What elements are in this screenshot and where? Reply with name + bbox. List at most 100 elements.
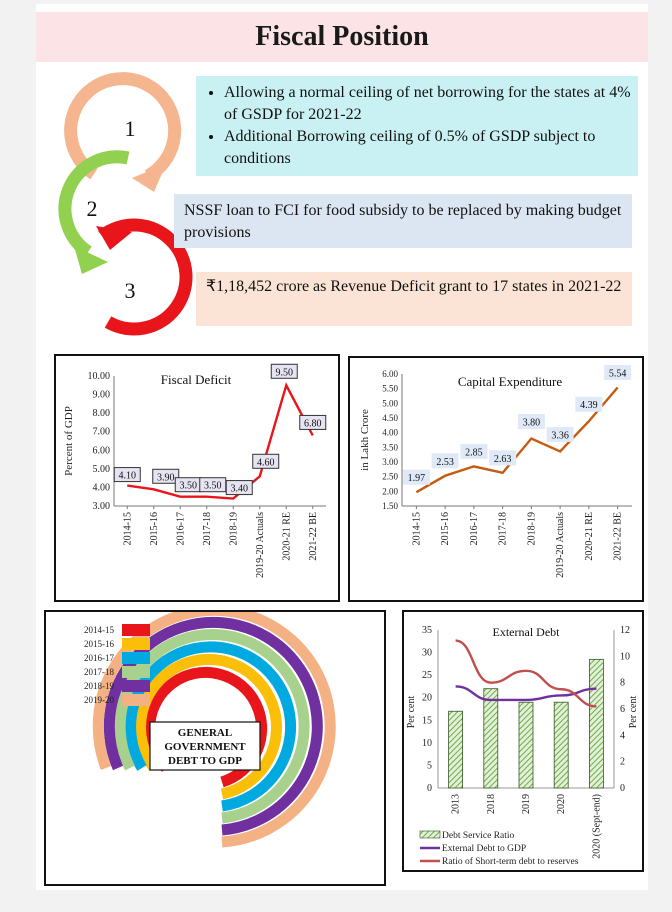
y-tick-left: 15 bbox=[422, 715, 432, 726]
y-tick-right: 4 bbox=[620, 730, 625, 741]
x-tick-label: 2020-21 RE bbox=[584, 512, 595, 561]
data-label: 3.50 bbox=[204, 481, 222, 492]
y-tick-label: 5.50 bbox=[382, 384, 398, 394]
step-2-box: NSSF loan to FCI for food subsidy to be … bbox=[174, 194, 632, 248]
external-debt-panel: 0 5 10 15 20 25 30 35 0 2 4 6 8 10 12 Per cent Per cent E… bbox=[402, 610, 644, 872]
step-number-2: 2 bbox=[87, 196, 98, 221]
chart-title: Capital Expenditure bbox=[458, 374, 563, 389]
legend-label: Debt Service Ratio bbox=[442, 831, 515, 841]
data-label-box bbox=[575, 396, 603, 412]
y-tick-label: 4.00 bbox=[93, 482, 111, 493]
step-1-bullet-1: Allowing a normal ceiling of net borrowi… bbox=[224, 82, 638, 126]
step-1-bullet-2: Additional Borrowing ceiling of 0.5% of … bbox=[224, 126, 638, 170]
y-tick-left: 30 bbox=[422, 648, 432, 659]
debt-ring-2019-20 bbox=[92, 604, 336, 848]
center-label-line: GOVERNMENT bbox=[164, 741, 246, 753]
legend-swatch bbox=[122, 652, 150, 664]
bar-debt-service-ratio bbox=[518, 701, 534, 789]
data-label-box bbox=[431, 453, 459, 469]
y-tick-left: 10 bbox=[422, 738, 432, 749]
data-label-box bbox=[489, 450, 517, 466]
x-tick-label: 2018 bbox=[486, 794, 497, 814]
fiscal-deficit-panel: 3.00 4.00 5.00 6.00 7.00 8.00 9.00 10.00 2014-15… bbox=[54, 354, 340, 602]
bar-debt-service-ratio bbox=[588, 658, 604, 789]
y-axis-label: in Lakh Crore bbox=[359, 409, 371, 471]
data-label-box bbox=[604, 364, 632, 380]
x-tick-label: 2019-20 Actuals bbox=[255, 512, 266, 578]
y-tick-label: 4.50 bbox=[382, 413, 398, 423]
data-label-box bbox=[402, 469, 430, 485]
data-label-box bbox=[460, 443, 488, 459]
legend-label: 2019-20 bbox=[84, 695, 114, 705]
x-tick-label: 2019 bbox=[521, 794, 532, 814]
y-tick-label: 8.00 bbox=[93, 408, 111, 419]
legend-swatch bbox=[122, 624, 150, 636]
cycle-arrowhead-2 bbox=[74, 246, 108, 274]
cycle-arrowhead-3 bbox=[96, 226, 132, 250]
x-tick-label: 2013 bbox=[451, 794, 462, 814]
chart-title: External Debt bbox=[493, 625, 561, 639]
y-tick-right: 0 bbox=[620, 783, 625, 794]
data-label: 3.80 bbox=[523, 418, 541, 429]
cycle-arrow-1 bbox=[64, 72, 182, 182]
x-tick-label: 2016-17 bbox=[175, 512, 186, 545]
legend-swatch bbox=[122, 638, 150, 650]
legend-swatch bbox=[122, 666, 150, 678]
x-tick-label: 2015-16 bbox=[149, 512, 160, 545]
data-label: 2.53 bbox=[436, 457, 454, 468]
general-government-debt-chart: 2014-15 2015-16 2016-17 2017-18 2018-19 2019-… bbox=[84, 604, 336, 848]
legend-label: Ratio of Short-term debt to reserves bbox=[442, 856, 579, 867]
data-label: 4.39 bbox=[580, 400, 598, 411]
y-tick-label: 7.00 bbox=[93, 427, 111, 438]
step-number-3: 3 bbox=[125, 278, 136, 303]
chart-title: Fiscal Deficit bbox=[161, 372, 232, 387]
bar-debt-service-ratio bbox=[483, 688, 499, 789]
x-tick-label: 2016-17 bbox=[469, 512, 480, 545]
data-label-box bbox=[517, 414, 545, 430]
center-label-line: DEBT TO GDP bbox=[168, 755, 242, 767]
data-label-box bbox=[299, 414, 327, 430]
x-tick-label: 2017-18 bbox=[498, 512, 509, 545]
external-debt-chart: 0 5 10 15 20 25 30 35 0 2 4 6 8 10 12 Per cent Per cent E… bbox=[406, 625, 639, 867]
debt-ring-2016-17 bbox=[125, 641, 297, 812]
cycle-arrow-2 bbox=[58, 150, 130, 258]
data-label: 3.40 bbox=[231, 484, 249, 495]
x-tick-label: 2021-22 BE bbox=[308, 512, 319, 561]
y-tick-right: 2 bbox=[620, 757, 625, 768]
y-tick-right: 12 bbox=[620, 625, 630, 636]
x-tick-label: 2020 (Sept-end) bbox=[591, 794, 602, 859]
center-label-line: GENERAL bbox=[178, 727, 232, 739]
legend-label: External Debt to GDP bbox=[442, 844, 526, 854]
data-label: 2.85 bbox=[465, 447, 483, 458]
y-tick-label: 2.50 bbox=[382, 472, 398, 482]
bar-debt-service-ratio bbox=[553, 701, 569, 789]
y-tick-label: 6.00 bbox=[382, 369, 398, 379]
legend-label: 2017-18 bbox=[84, 667, 114, 677]
x-tick-label: 2019-20 Actuals bbox=[555, 512, 566, 578]
x-tick-label: 2015-16 bbox=[440, 512, 451, 545]
legend-label: 2014-15 bbox=[84, 625, 114, 635]
cycle-arrowhead-1 bbox=[132, 164, 166, 192]
data-label-box bbox=[270, 363, 298, 379]
data-label: 3.50 bbox=[180, 481, 198, 492]
y-tick-label: 10.00 bbox=[88, 371, 111, 382]
y-tick-left: 0 bbox=[427, 783, 432, 794]
step-2-text: NSSF loan to FCI for food subsidy to be … bbox=[184, 202, 622, 241]
debt-ring-2015-16 bbox=[135, 653, 282, 800]
y-tick-right: 10 bbox=[620, 651, 630, 662]
debt-ring-2018-19 bbox=[103, 616, 323, 836]
legend-label: 2016-17 bbox=[84, 653, 114, 663]
y-tick-label: 6.00 bbox=[93, 445, 111, 456]
data-label: 5.54 bbox=[609, 368, 627, 379]
data-label-box bbox=[252, 453, 280, 469]
data-label: 4.10 bbox=[119, 471, 137, 482]
data-label: 1.97 bbox=[408, 473, 426, 484]
y-tick-left: 20 bbox=[422, 693, 432, 704]
data-label-box bbox=[225, 480, 253, 496]
legend-label: 2018-19 bbox=[84, 681, 114, 691]
legend-label: 2015-16 bbox=[84, 639, 114, 649]
cycle-arrow-3 bbox=[98, 218, 193, 336]
step-3-box: ₹1,18,452 crore as Revenue Deficit grant… bbox=[196, 272, 632, 326]
step-1-box: Allowing a normal ceiling of net borrowi… bbox=[196, 76, 638, 176]
data-label: 6.80 bbox=[304, 418, 322, 429]
